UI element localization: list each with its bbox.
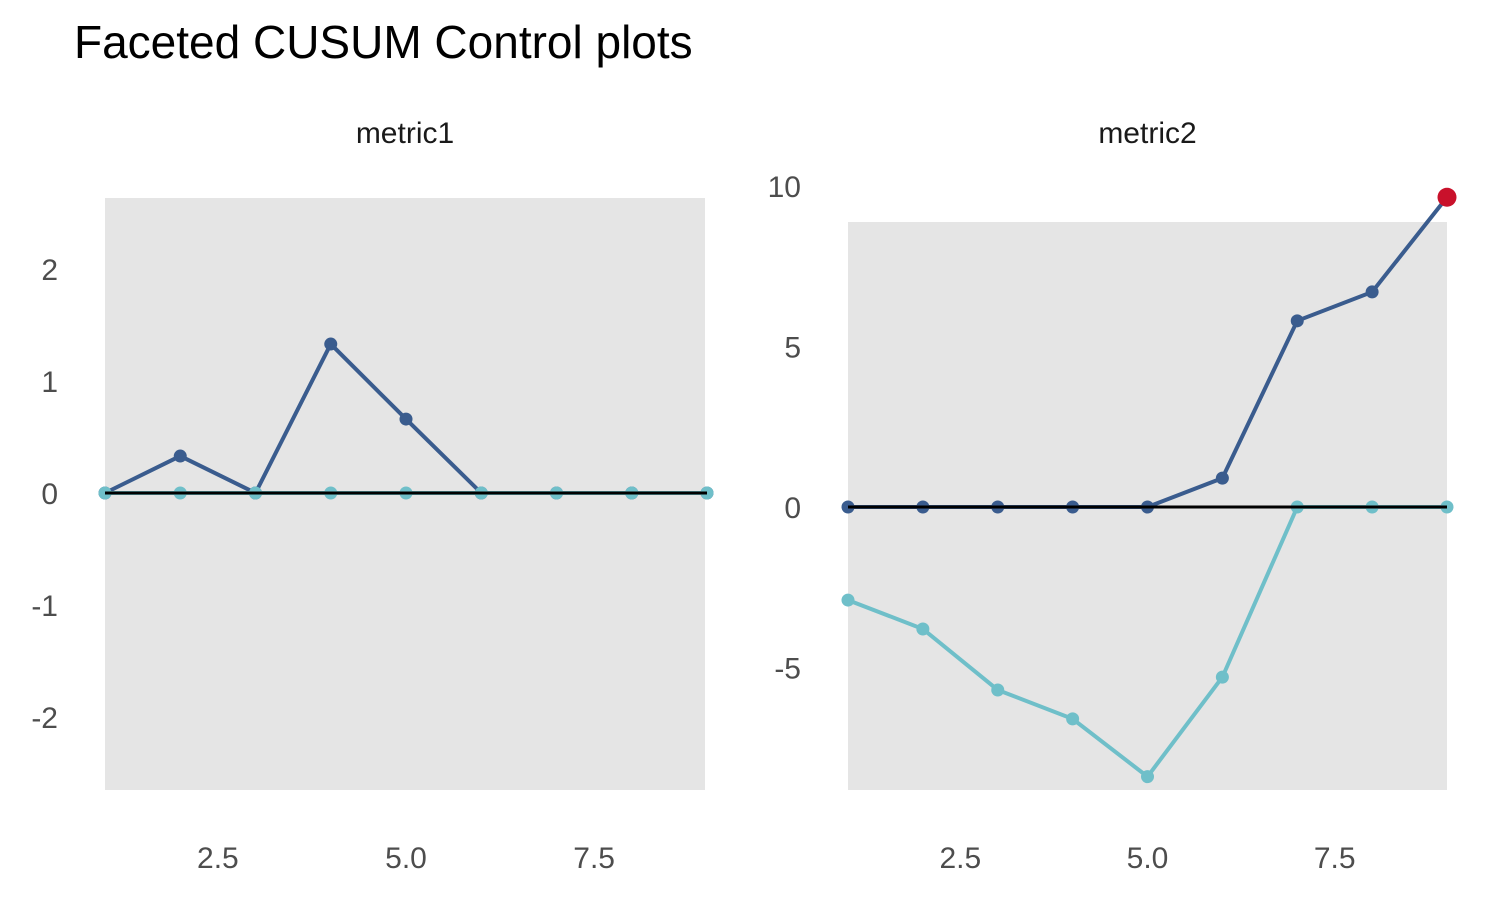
page-title: Faceted CUSUM Control plots <box>74 16 693 68</box>
cusum_up-point <box>173 449 187 463</box>
y-tick-label: 0 <box>784 492 801 525</box>
x-tick-label: 5.0 <box>1127 842 1169 875</box>
cusum_down-point <box>841 593 855 607</box>
y-tick-label: -5 <box>774 653 801 686</box>
cusum_down-point <box>1066 712 1080 726</box>
facet-title-metric2: metric2 <box>1098 117 1197 150</box>
y-tick-label: -2 <box>31 702 58 735</box>
x-tick-label: 2.5 <box>197 842 239 875</box>
facet-panel-metric1: 2 1 0 -1 -2 2.5 5.0 7.5 <box>31 198 714 875</box>
x-tick-label: 5.0 <box>385 842 427 875</box>
x-tick-label: 7.5 <box>573 842 615 875</box>
y-tick-label: -1 <box>31 590 58 623</box>
cusum_down-point <box>916 622 930 636</box>
y-tick-label: 1 <box>41 366 58 399</box>
violation-point <box>1437 187 1457 207</box>
cusum_up-point <box>1215 471 1229 485</box>
cusum_up-point <box>1290 314 1304 328</box>
cusum_up-point <box>1365 285 1379 299</box>
cusum_up-point <box>399 412 413 426</box>
facet-title-metric1: metric1 <box>355 117 455 150</box>
cusum_down-point <box>1141 770 1154 784</box>
y-tick-label: 10 <box>768 171 801 204</box>
cusum_down-point <box>1215 670 1229 684</box>
y-tick-label: 2 <box>41 254 58 287</box>
cusum_down-point <box>991 683 1005 697</box>
facet-panel-metric2: 10 5 0 -5 2.5 5.0 7.5 <box>768 171 1457 875</box>
y-tick-label: 5 <box>784 332 801 365</box>
y-tick-label: 0 <box>41 478 58 511</box>
x-tick-label: 2.5 <box>939 842 981 875</box>
cusum_up-point <box>324 337 338 351</box>
x-tick-label: 7.5 <box>1314 842 1356 875</box>
